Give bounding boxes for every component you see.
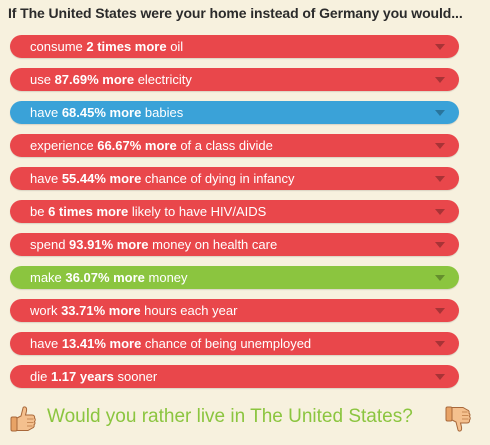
chevron-down-icon[interactable]: [435, 341, 445, 347]
item-value: 93.91% more: [69, 237, 149, 252]
item-prefix: have: [30, 171, 62, 186]
item-prefix: use: [30, 72, 55, 87]
chevron-down-icon[interactable]: [435, 242, 445, 248]
comparison-item-money[interactable]: make 36.07% more money: [10, 266, 459, 289]
item-prefix: be: [30, 204, 49, 219]
item-suffix: sooner: [113, 369, 158, 384]
item-suffix: oil: [166, 39, 184, 54]
comparison-item-oil[interactable]: consume 2 times more oil: [10, 35, 459, 58]
item-suffix: hours each year: [140, 303, 238, 318]
comparison-item-unemployment[interactable]: have 13.41% more chance of being unemplo…: [10, 332, 459, 355]
item-prefix: work: [30, 303, 62, 318]
item-suffix: babies: [141, 105, 184, 120]
item-prefix: experience: [30, 138, 98, 153]
item-value: 87.69% more: [54, 72, 135, 87]
chevron-down-icon[interactable]: [435, 110, 445, 116]
item-prefix: have: [30, 105, 62, 120]
chevron-down-icon[interactable]: [435, 143, 445, 149]
chevron-down-icon[interactable]: [435, 176, 445, 182]
page-heading: If The United States were your home inst…: [8, 5, 463, 21]
item-prefix: have: [30, 336, 62, 351]
chevron-down-icon[interactable]: [435, 209, 445, 215]
chevron-down-icon[interactable]: [435, 275, 445, 281]
chevron-down-icon[interactable]: [435, 308, 445, 314]
rating-row: Would you rather live in The United Stat…: [8, 402, 482, 436]
chevron-down-icon[interactable]: [435, 77, 445, 83]
item-suffix: chance of dying in infancy: [141, 171, 295, 186]
item-value: 13.41% more: [61, 336, 142, 351]
item-suffix: chance of being unemployed: [141, 336, 312, 351]
comparison-item-class-divide[interactable]: experience 66.67% more of a class divide: [10, 134, 459, 157]
comparison-item-work-hours[interactable]: work 33.71% more hours each year: [10, 299, 459, 322]
item-value: 6 times more: [48, 204, 129, 219]
comparison-list: consume 2 times more oil use 87.69% more…: [10, 35, 459, 398]
comparison-item-infant-mortality[interactable]: have 55.44% more chance of dying in infa…: [10, 167, 459, 190]
chevron-down-icon[interactable]: [435, 44, 445, 50]
item-suffix: electricity: [134, 72, 192, 87]
item-prefix: consume: [30, 39, 87, 54]
item-value: 2 times more: [86, 39, 167, 54]
comparison-item-babies[interactable]: have 68.45% more babies: [10, 101, 459, 124]
item-value: 55.44% more: [61, 171, 142, 186]
item-suffix: likely to have HIV/AIDS: [128, 204, 267, 219]
item-value: 1.17 years: [50, 369, 114, 384]
thumbs-up-icon[interactable]: [8, 404, 38, 434]
thumbs-down-icon[interactable]: [443, 404, 473, 434]
comparison-item-life-expectancy[interactable]: die 1.17 years sooner: [10, 365, 459, 388]
item-prefix: make: [30, 270, 66, 285]
item-value: 33.71% more: [61, 303, 141, 318]
item-suffix: of a class divide: [176, 138, 273, 153]
item-suffix: money: [144, 270, 188, 285]
item-suffix: money on health care: [148, 237, 278, 252]
comparison-item-hiv-aids[interactable]: be 6 times more likely to have HIV/AIDS: [10, 200, 459, 223]
item-prefix: die: [30, 369, 51, 384]
item-value: 36.07% more: [65, 270, 145, 285]
rating-question: Would you rather live in The United Stat…: [47, 406, 413, 427]
chevron-down-icon[interactable]: [435, 374, 445, 380]
comparison-item-health-care[interactable]: spend 93.91% more money on health care: [10, 233, 459, 256]
comparison-item-electricity[interactable]: use 87.69% more electricity: [10, 68, 459, 91]
item-value: 66.67% more: [97, 138, 177, 153]
item-value: 68.45% more: [61, 105, 142, 120]
item-prefix: spend: [30, 237, 70, 252]
